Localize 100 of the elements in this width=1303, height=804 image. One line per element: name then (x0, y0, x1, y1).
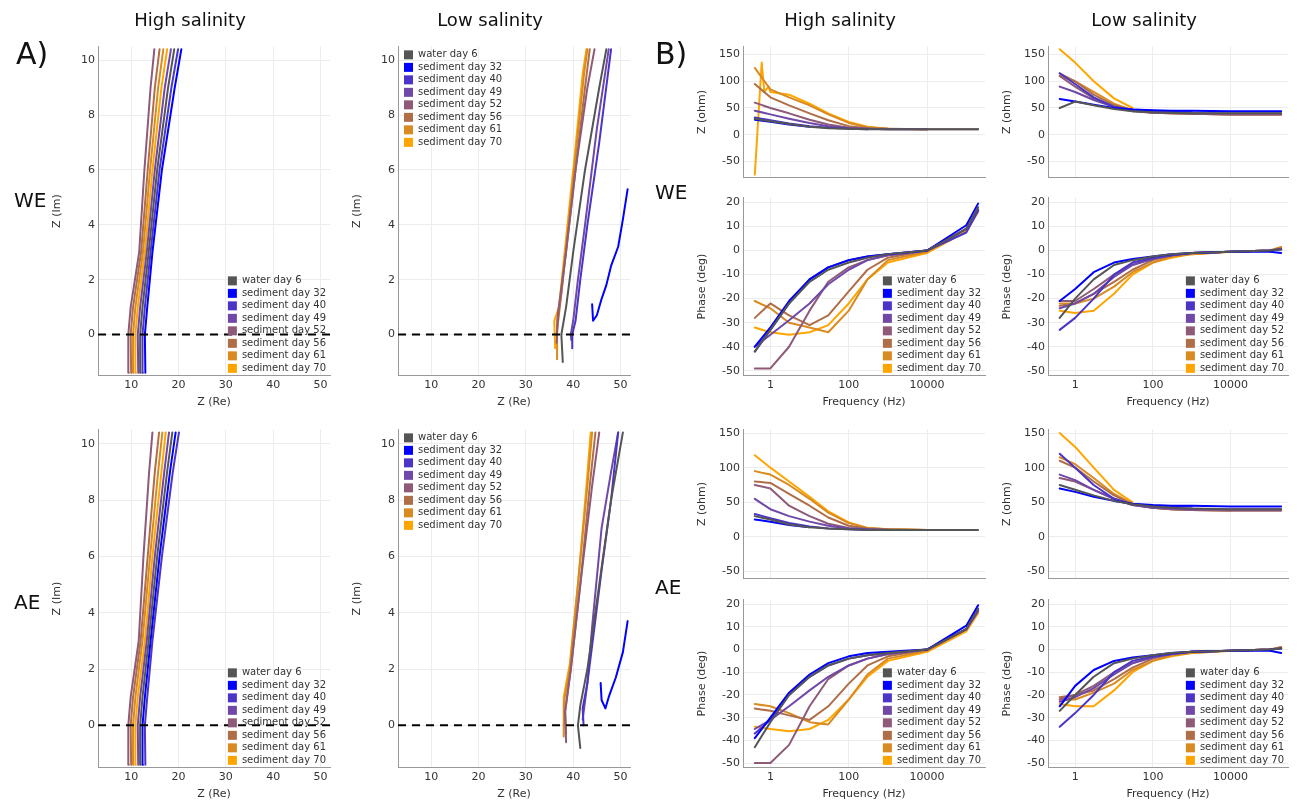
y-tick-label: 10 (81, 53, 95, 67)
y-tick-label: 20 (726, 195, 740, 209)
y-tick-label: -40 (722, 339, 740, 353)
y-tick-label: 10 (1031, 619, 1045, 633)
y-tick-label: 10 (726, 619, 740, 633)
y-tick-label: -20 (1027, 291, 1045, 305)
legend-label: sediment day 49 (241, 703, 327, 715)
x-tick-label: 20 (171, 770, 186, 784)
x-axis-title: Z (Re) (197, 395, 231, 409)
y-tick-label: 100 (1024, 74, 1045, 88)
y-axis-title: Phase (deg) (695, 253, 709, 320)
x-tick-label: 10 (424, 770, 439, 784)
legend-label: sediment day 56 (896, 728, 982, 740)
x-axis-title: Z (Re) (197, 787, 231, 801)
y-tick-label: 20 (1031, 195, 1045, 209)
x-axis-title: Z (Re) (497, 395, 531, 409)
x-tick-label: 10 (124, 770, 139, 784)
y-tick-label: 0 (1038, 243, 1045, 257)
y-axis-title: Z (ohm) (695, 481, 709, 527)
legend-label: sediment day 52 (1199, 324, 1285, 336)
legend-label: sediment day 40 (896, 299, 982, 311)
x-tick-label: 100 (1142, 770, 1164, 784)
legend-label: sediment day 49 (1199, 311, 1285, 323)
legend-label: sediment day 61 (896, 741, 982, 753)
y-tick-label: 10 (381, 53, 395, 67)
y-axis-title: Z (Im) (50, 194, 64, 228)
y-tick-label: -50 (722, 564, 740, 578)
x-tick-label: 40 (266, 770, 281, 784)
legend-label: sediment day 40 (1199, 691, 1285, 703)
x-tick-label: 50 (613, 770, 628, 784)
legend-label: water day 6 (241, 274, 302, 286)
legend-label: sediment day 61 (418, 506, 503, 518)
y-tick-label: 4 (88, 217, 95, 231)
legend-label: sediment day 70 (418, 518, 503, 530)
y-tick-label: 8 (88, 108, 95, 121)
legend-label: sediment day 70 (896, 361, 982, 373)
legend-label: sediment day 40 (418, 456, 503, 468)
legend-label: sediment day 61 (1199, 349, 1285, 361)
y-tick-label: 0 (733, 243, 740, 257)
x-axis-title: Frequency (Hz) (1126, 787, 1210, 801)
x-axis-title: Frequency (Hz) (1126, 395, 1210, 409)
legend-label: sediment day 32 (896, 286, 982, 298)
y-tick-label: 6 (388, 162, 395, 176)
x-tick-label: 100 (838, 770, 860, 784)
y-axis-title: Phase (deg) (1000, 650, 1014, 717)
legend-label: sediment day 32 (1199, 678, 1285, 690)
y-tick-label: -20 (722, 687, 740, 701)
chart-title: Low salinity (1091, 9, 1198, 31)
y-tick-label: -10 (722, 665, 740, 679)
y-tick-label: 50 (1031, 100, 1045, 114)
y-tick-label: 10 (1031, 219, 1045, 233)
y-tick-label: -40 (722, 733, 740, 747)
legend-label: sediment day 40 (418, 73, 503, 85)
y-tick-label: 4 (388, 605, 395, 619)
y-axis-title: Z (Im) (350, 581, 364, 616)
x-tick-label: 100 (1142, 378, 1164, 392)
x-tick-label: 50 (313, 378, 328, 392)
y-tick-label: 150 (1024, 47, 1045, 61)
x-tick-label: 10 (424, 378, 439, 392)
chart-title: Low salinity (437, 9, 544, 31)
y-axis-title: Phase (deg) (695, 650, 709, 717)
text: B) (655, 36, 688, 71)
y-tick-label: 20 (1031, 597, 1045, 610)
y-tick-label: -20 (1027, 687, 1045, 701)
legend-label: sediment day 70 (1199, 753, 1285, 765)
y-axis-title: Z (ohm) (695, 89, 709, 135)
legend-label: sediment day 32 (418, 60, 503, 72)
legend-label: sediment day 61 (1199, 741, 1285, 753)
y-tick-label: 20 (726, 597, 740, 610)
y-tick-label: 100 (719, 460, 740, 474)
y-tick-label: -30 (1027, 710, 1045, 724)
y-tick-label: -50 (1027, 755, 1045, 769)
y-axis-title: Z (ohm) (1000, 481, 1014, 527)
y-tick-label: -10 (1027, 267, 1045, 281)
y-tick-label: 100 (1024, 460, 1045, 474)
legend-label: sediment day 49 (418, 85, 503, 97)
y-tick-label: 150 (719, 47, 740, 61)
y-tick-label: 0 (1038, 642, 1045, 656)
legend-label: sediment day 49 (418, 468, 503, 480)
x-tick-label: 30 (218, 770, 233, 784)
legend-label: sediment day 56 (241, 728, 327, 740)
y-tick-label: 10 (726, 219, 740, 233)
y-tick-label: -40 (1027, 733, 1045, 747)
x-tick-label: 100 (838, 378, 860, 392)
x-tick-label: 50 (313, 770, 328, 784)
y-tick-label: 150 (1024, 425, 1045, 439)
y-tick-label: 0 (733, 127, 740, 141)
y-tick-label: 10 (381, 436, 395, 450)
x-tick-label: 10000 (1213, 770, 1249, 784)
legend-label: sediment day 40 (241, 299, 327, 311)
y-tick-label: -50 (1027, 564, 1045, 578)
x-tick-label: 50 (613, 378, 628, 392)
legend-label: water day 6 (418, 48, 478, 60)
x-tick-label: 10 (124, 378, 139, 392)
legend-label: sediment day 49 (241, 311, 327, 323)
legend-label: sediment day 61 (241, 349, 327, 361)
text: AE (655, 575, 682, 599)
legend-label: sediment day 32 (241, 286, 327, 298)
y-tick-label: -20 (722, 291, 740, 305)
y-tick-label: 2 (388, 272, 395, 286)
